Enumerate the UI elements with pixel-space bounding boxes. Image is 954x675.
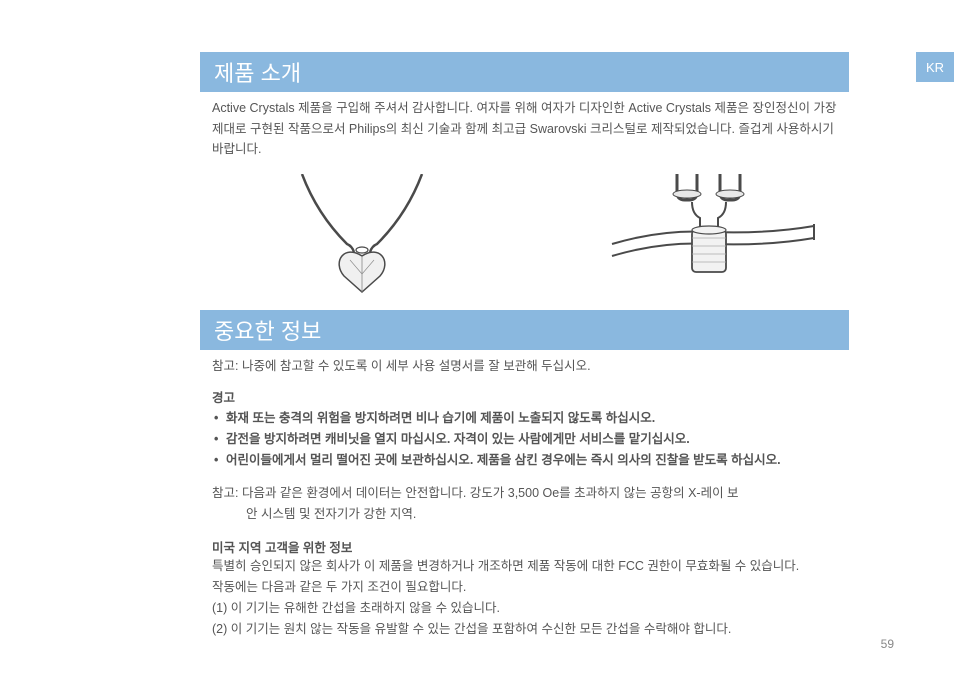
warning-heading: 경고 xyxy=(212,387,894,406)
us-customers-heading: 미국 지역 고객을 위한 정보 xyxy=(212,537,894,556)
section-header-important: 중요한 정보 xyxy=(200,310,849,350)
us-line: 특별히 승인되지 않은 회사가 이 제품을 변경하거나 개조하면 제품 작동에 … xyxy=(212,556,846,577)
us-line: (1) 이 기기는 유해한 간섭을 초래하지 않을 수 있습니다. xyxy=(212,598,846,619)
bullet-item: 화재 또는 충격의 위험을 방지하려면 비나 습기에 제품이 노출되지 않도록 … xyxy=(212,408,846,429)
intro-body: Active Crystals 제품을 구입해 주셔서 감사합니다. 여자를 위… xyxy=(212,98,846,160)
section-header-intro: 제품 소개 xyxy=(200,52,849,92)
language-tab: KR xyxy=(916,52,954,82)
us-line: (2) 이 기기는 원치 않는 작동을 유발할 수 있는 간섭을 포함하여 수신… xyxy=(212,619,846,640)
bullet-item: 어린이들에게서 멀리 떨어진 곳에 보관하십시오. 제품을 삼킨 경우에는 즉시… xyxy=(212,450,846,471)
us-line: 작동에는 다음과 같은 두 가지 조건이 필요합니다. xyxy=(212,577,846,598)
illustration-row xyxy=(200,174,894,294)
note-xray-safety: 참고: 다음과 같은 환경에서 데이터는 안전합니다. 강도가 3,500 Oe… xyxy=(212,483,846,524)
page-number: 59 xyxy=(881,637,894,651)
manual-page: KR 제품 소개 Active Crystals 제품을 구입해 주셔서 감사합… xyxy=(0,0,954,675)
necklace-heart-illustration xyxy=(272,174,452,294)
note2-line1: 참고: 다음과 같은 환경에서 데이터는 안전합니다. 강도가 3,500 Oe… xyxy=(212,486,739,500)
us-customers-body: 특별히 승인되지 않은 회사가 이 제품을 변경하거나 개조하면 제품 작동에 … xyxy=(212,556,846,641)
note-keep-manual: 참고: 나중에 참고할 수 있도록 이 세부 사용 설명서를 잘 보관해 두십시… xyxy=(212,356,846,377)
note2-line2: 안 시스템 및 전자기가 강한 지역. xyxy=(212,507,416,521)
warning-bullets: 화재 또는 충격의 위험을 방지하려면 비나 습기에 제품이 노출되지 않도록 … xyxy=(212,408,846,472)
lock-charm-illustration xyxy=(602,174,822,294)
bullet-item: 감전을 방지하려면 캐비닛을 열지 마십시오. 자격이 있는 사람에게만 서비스… xyxy=(212,429,846,450)
